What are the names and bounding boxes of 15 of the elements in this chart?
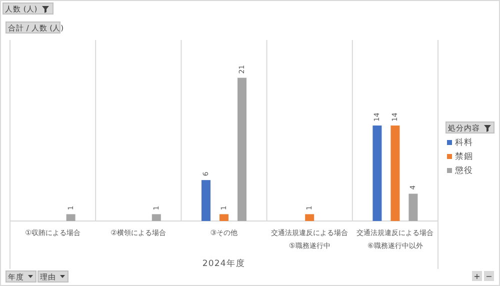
text: + xyxy=(474,272,480,281)
bar xyxy=(66,214,76,221)
bar xyxy=(202,180,210,221)
text: − xyxy=(486,272,492,281)
bar xyxy=(390,126,400,221)
legend-label: 禁錮 xyxy=(455,151,473,162)
bar xyxy=(152,214,161,221)
bar xyxy=(220,214,228,221)
x-axis-title: 2024年度 xyxy=(202,258,246,269)
legend-label: 科料 xyxy=(455,137,473,148)
legend-label: 懲役 xyxy=(454,165,473,176)
bar xyxy=(238,78,246,221)
bar xyxy=(305,214,314,221)
bar xyxy=(408,194,418,221)
bar xyxy=(372,126,382,221)
